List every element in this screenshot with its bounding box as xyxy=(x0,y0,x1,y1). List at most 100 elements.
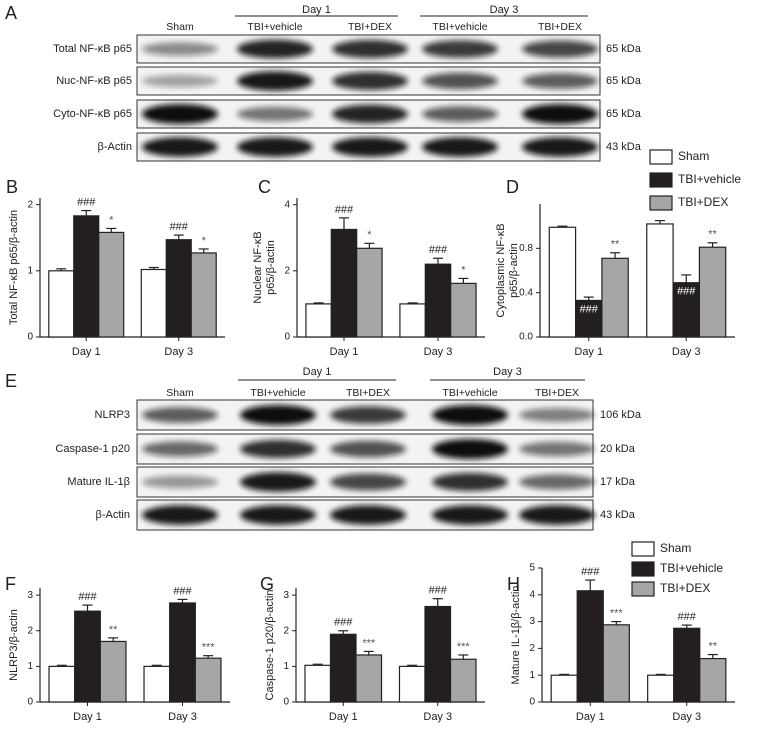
blot-band xyxy=(432,439,508,459)
y-tick-label: 1 xyxy=(283,661,289,672)
panel-letter: F xyxy=(5,574,16,594)
blot-size-label: 43 kDa xyxy=(606,141,642,153)
significance-mark: * xyxy=(461,264,466,276)
significance-mark: ### xyxy=(335,204,354,216)
day-label: Day 1 xyxy=(303,366,332,378)
significance-mark: ### xyxy=(170,221,189,233)
significance-mark: ### xyxy=(429,585,448,597)
y-tick-label: 0.4 xyxy=(519,287,533,298)
x-tick-label: Day 1 xyxy=(73,711,102,723)
blot-band xyxy=(237,39,313,59)
y-axis-label: Total NF-κB p65/β-actin xyxy=(8,210,20,325)
y-axis-label: Cytoplasmic NF-κB xyxy=(495,223,507,317)
blot-band xyxy=(519,474,595,490)
y-tick-label: 3 xyxy=(529,616,535,627)
bar xyxy=(194,657,222,703)
legend-label: TBI+vehicle xyxy=(660,561,723,575)
blot-size-label: 43 kDa xyxy=(600,509,636,521)
x-tick-label: Day 3 xyxy=(164,346,193,358)
lane-label: TBI+vehicle xyxy=(250,387,305,399)
y-tick-label: 4 xyxy=(529,589,535,600)
significance-mark: ### xyxy=(429,244,448,256)
blot-band xyxy=(332,39,408,59)
y-axis-label: Mature IL-1β/β-actin xyxy=(510,586,522,685)
significance-mark: ### xyxy=(78,591,97,603)
blot-row-label: NLRP3 xyxy=(95,409,130,421)
y-axis-label: p65/β-actin xyxy=(265,240,277,295)
y-tick-label: 4 xyxy=(284,199,290,210)
y-tick-label: 1 xyxy=(529,670,535,681)
bar xyxy=(399,303,426,338)
significance-mark: ### xyxy=(677,286,696,298)
blot-band xyxy=(522,104,598,124)
bar xyxy=(169,602,196,703)
blot-band xyxy=(142,475,218,489)
blot-row-label: β-Actin xyxy=(98,141,132,153)
legend-swatch xyxy=(631,561,655,577)
y-tick-label: 5 xyxy=(529,563,535,574)
y-tick-label: 2 xyxy=(27,625,33,636)
x-tick-label: Day 3 xyxy=(423,711,452,723)
blot-band xyxy=(519,408,595,422)
panel-letter: H xyxy=(507,574,520,594)
bar xyxy=(48,665,76,703)
blot-band xyxy=(332,137,408,157)
bar xyxy=(449,658,477,703)
blot-band xyxy=(432,405,508,425)
bar xyxy=(699,657,727,703)
legend-label: Sham xyxy=(660,541,691,555)
bar xyxy=(355,654,383,703)
blot-band xyxy=(432,472,508,492)
blot-size-label: 106 kDa xyxy=(600,409,642,421)
day-label: Day 1 xyxy=(302,4,331,16)
bar xyxy=(450,282,477,338)
bar xyxy=(576,590,604,703)
blot-band xyxy=(142,137,218,157)
y-tick-label: 2 xyxy=(284,265,290,276)
significance-mark: ### xyxy=(173,585,192,597)
blot-band xyxy=(142,42,218,56)
blot-band xyxy=(332,104,408,124)
blot-band xyxy=(422,40,498,58)
blot-band xyxy=(332,71,408,91)
bar xyxy=(424,605,452,703)
blot-band xyxy=(522,137,598,157)
significance-mark: *** xyxy=(457,641,471,653)
significance-mark: *** xyxy=(610,608,624,620)
blot-size-label: 65 kDa xyxy=(606,75,642,87)
blot-row-label: Mature IL-1β xyxy=(67,476,130,488)
bar xyxy=(99,640,127,703)
bar xyxy=(574,299,603,338)
blot-size-label: 17 kDa xyxy=(600,476,636,488)
day-label: Day 3 xyxy=(490,4,519,16)
x-tick-label: Day 3 xyxy=(424,346,453,358)
significance-mark: ### xyxy=(334,617,353,629)
bar xyxy=(647,674,675,703)
blot-band xyxy=(422,137,498,157)
significance-mark: *** xyxy=(202,642,216,654)
blot-band xyxy=(142,407,218,423)
x-tick-label: Day 1 xyxy=(576,711,605,723)
y-tick-label: 3 xyxy=(283,590,289,601)
significance-mark: * xyxy=(202,235,207,247)
blot-row-label: Caspase-1 p20 xyxy=(55,443,130,455)
significance-mark: *** xyxy=(362,637,376,649)
blot-band xyxy=(240,472,316,492)
bar xyxy=(140,268,167,338)
blot-band xyxy=(237,137,313,157)
lane-label: TBI+vehicle xyxy=(247,21,302,33)
blot-band xyxy=(519,505,595,525)
significance-mark: ** xyxy=(709,640,718,652)
blot-band xyxy=(240,505,316,525)
y-tick-label: 0.8 xyxy=(519,243,533,254)
blot-band xyxy=(330,406,406,424)
blot-size-label: 65 kDa xyxy=(606,108,642,120)
bar xyxy=(329,633,357,703)
lane-label: TBI+vehicle xyxy=(432,21,487,33)
blot-row-label: Nuc-NF-κB p65 xyxy=(56,75,132,87)
blot-size-label: 20 kDa xyxy=(600,443,636,455)
panel-letter: G xyxy=(260,574,274,594)
significance-mark: ### xyxy=(581,566,600,578)
blot-row-label: Cyto-NF-κB p65 xyxy=(53,108,132,120)
bar xyxy=(601,257,629,338)
